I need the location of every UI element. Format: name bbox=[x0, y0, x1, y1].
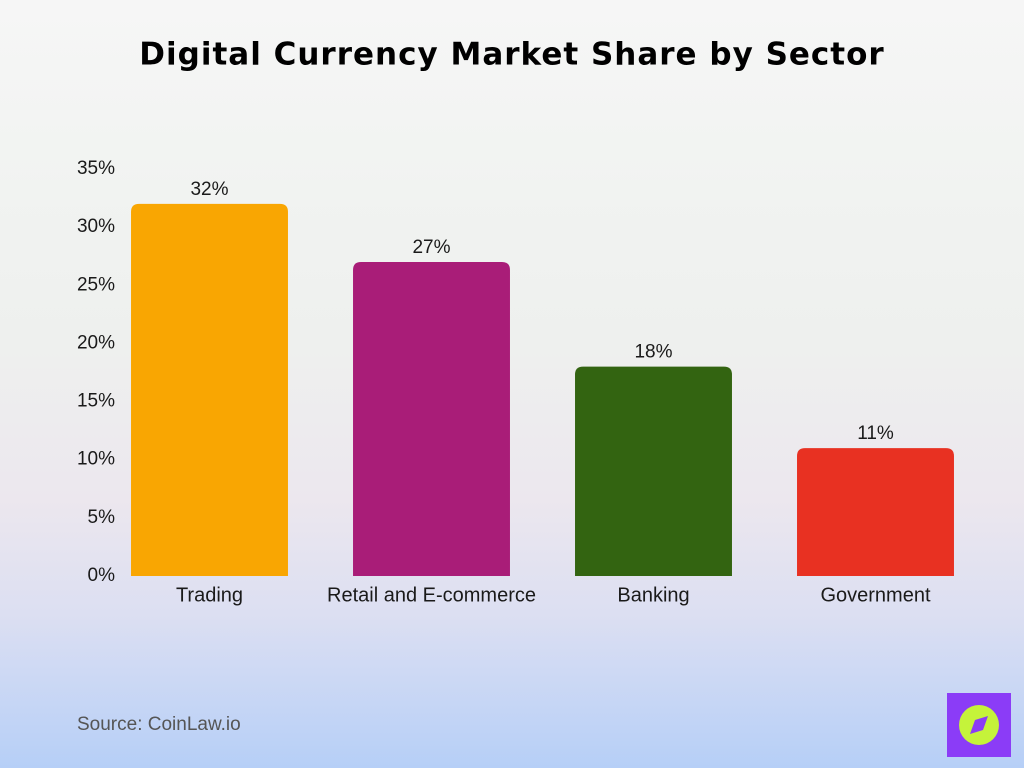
data-label: 11% bbox=[857, 423, 894, 444]
y-tick-label: 5% bbox=[88, 507, 116, 528]
bar bbox=[353, 262, 510, 576]
bar bbox=[575, 366, 732, 576]
bar bbox=[131, 203, 288, 576]
data-label: 32% bbox=[190, 179, 228, 200]
y-tick-label: 20% bbox=[77, 332, 115, 353]
chart-title: Digital Currency Market Share by Sector bbox=[139, 37, 884, 73]
x-tick-label: Retail and E-commerce bbox=[327, 584, 536, 606]
y-tick-label: 25% bbox=[77, 274, 115, 295]
x-tick-label: Government bbox=[820, 584, 930, 606]
x-tick-label: Banking bbox=[617, 584, 689, 606]
y-tick-label: 0% bbox=[88, 565, 116, 586]
y-tick-label: 30% bbox=[77, 216, 115, 237]
y-tick-label: 10% bbox=[77, 449, 115, 470]
bar bbox=[797, 448, 954, 576]
data-label: 27% bbox=[412, 237, 450, 258]
data-label: 18% bbox=[634, 342, 672, 363]
y-tick-label: 35% bbox=[77, 158, 115, 179]
logo bbox=[947, 693, 1011, 757]
source: Source: CoinLaw.io bbox=[77, 714, 241, 735]
x-tick-label: Trading bbox=[176, 584, 243, 606]
y-tick-label: 15% bbox=[77, 391, 115, 412]
